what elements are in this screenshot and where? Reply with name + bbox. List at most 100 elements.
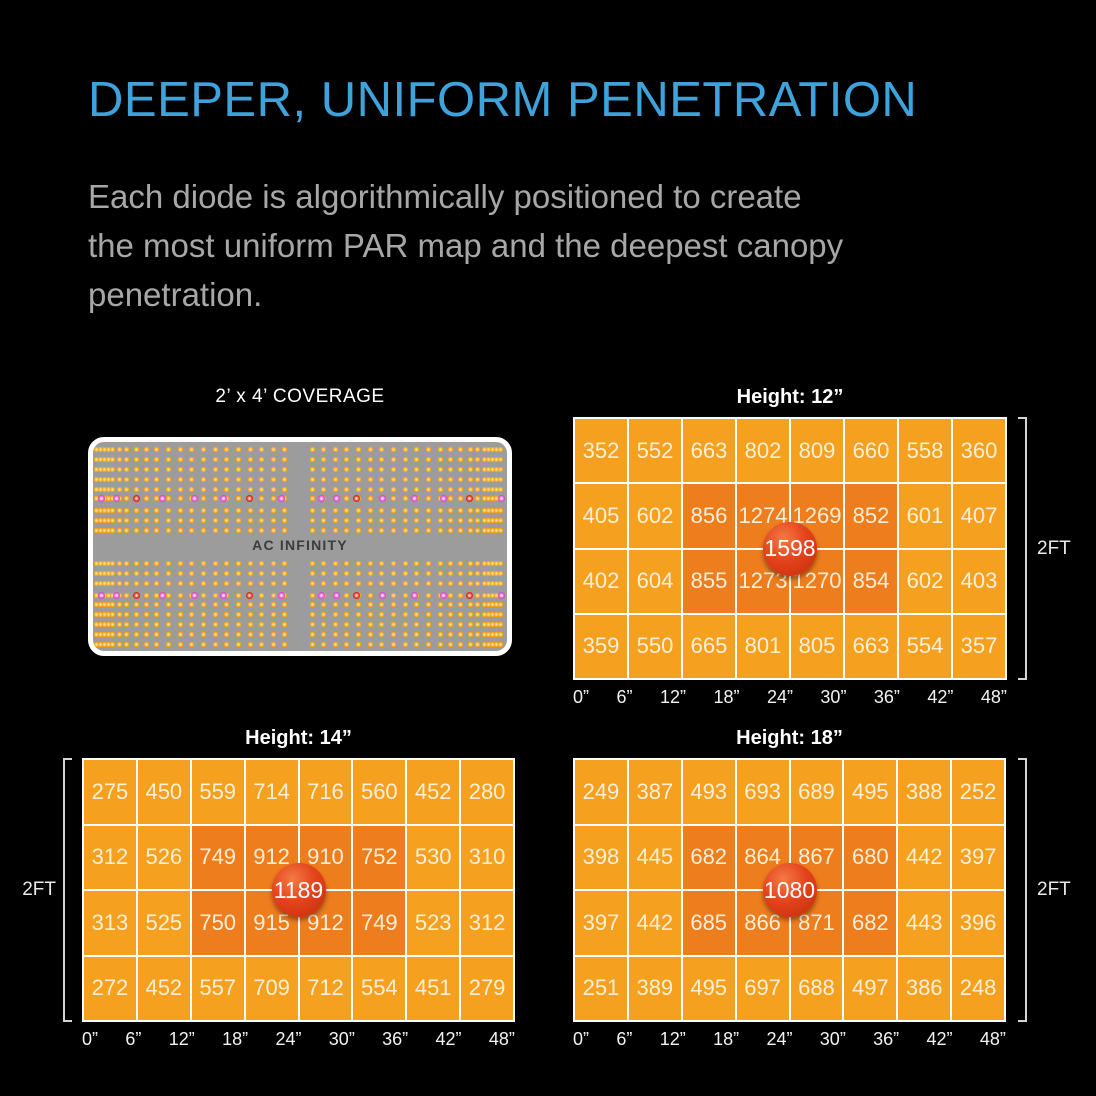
led-diode	[413, 560, 419, 566]
par-cell: 248	[952, 956, 1004, 1020]
led-diode	[402, 641, 408, 647]
led-diode	[223, 466, 229, 472]
par-cell: 442	[628, 891, 681, 955]
led-diode	[457, 466, 463, 472]
led-diode	[481, 486, 487, 492]
led-diode	[258, 495, 264, 501]
led-diode	[332, 456, 338, 462]
x-tick-label: 30”	[820, 687, 847, 707]
led-diode	[481, 592, 487, 598]
par-cell: 712	[299, 956, 352, 1020]
led-diode	[425, 486, 431, 492]
led-diode	[153, 456, 159, 462]
led-diode	[481, 495, 487, 501]
par-map-height-12: Height: 12” 352 552 663 802 809 660 558 360 405 6…	[573, 386, 1071, 707]
led-diode	[101, 527, 107, 533]
led-diode	[493, 631, 499, 637]
led-diode	[177, 495, 183, 501]
led-diode	[355, 631, 361, 637]
led-diode	[413, 611, 419, 617]
led-diode	[485, 560, 491, 566]
led-diode	[153, 517, 159, 523]
led-diode	[223, 641, 229, 647]
led-diode	[489, 456, 495, 462]
led-diode	[258, 507, 264, 513]
par-cell: 403	[953, 549, 1005, 613]
led-diode	[212, 580, 218, 586]
led-diode	[177, 507, 183, 513]
led-diode	[493, 611, 499, 617]
led-diode	[270, 580, 276, 586]
led-diode	[105, 621, 111, 627]
led-diode	[485, 486, 491, 492]
x-tick-label: 12”	[168, 1029, 195, 1049]
led-diode	[247, 621, 253, 627]
led-diode	[437, 446, 443, 452]
led-diode	[177, 560, 183, 566]
led-diode	[123, 621, 129, 627]
led-diode	[247, 580, 253, 586]
accent-diode-pink	[439, 494, 447, 502]
led-diode	[223, 621, 229, 627]
led-diode	[153, 621, 159, 627]
led-diode	[425, 517, 431, 523]
led-diode	[447, 621, 453, 627]
led-diode	[320, 446, 326, 452]
board-brand-label: AC INFINITY	[252, 537, 348, 553]
led-diode	[447, 476, 453, 482]
x-axis: 0” 6” 12” 18” 24” 30” 36” 42” 48”	[82, 1029, 515, 1051]
x-axis: 0” 6” 12” 18” 24” 30” 36” 42” 48”	[573, 1029, 1006, 1051]
led-diode	[425, 592, 431, 598]
led-diode	[97, 456, 103, 462]
accent-diode-red	[465, 591, 473, 599]
led-diode	[281, 560, 287, 566]
led-diode	[467, 560, 473, 566]
led-diode	[378, 621, 384, 627]
par-cell: 682	[682, 825, 735, 889]
par-map-height-18: Height: 18” 249 387 493 693 689 495 388 252 398 4…	[573, 727, 1071, 1049]
led-diode	[133, 631, 139, 637]
led-diode	[116, 580, 122, 586]
led-diode	[457, 507, 463, 513]
x-tick-label: 42”	[926, 1029, 953, 1049]
led-diode	[425, 580, 431, 586]
led-diode	[332, 486, 338, 492]
led-diode	[447, 641, 453, 647]
led-diode	[270, 456, 276, 462]
led-diode	[109, 527, 115, 533]
par-cell: 1270	[791, 549, 843, 613]
page-description: Each diode is algorithmically positioned…	[88, 172, 843, 319]
led-diode	[309, 466, 315, 472]
par-cell: 856	[683, 484, 735, 548]
led-diode	[467, 601, 473, 607]
led-diode	[467, 446, 473, 452]
led-diode	[235, 601, 241, 607]
led-diode	[320, 456, 326, 462]
led-diode	[109, 570, 115, 576]
led-diode	[177, 611, 183, 617]
led-diode	[281, 517, 287, 523]
led-diode	[497, 517, 503, 523]
led-diode	[332, 631, 338, 637]
led-diode	[97, 570, 103, 576]
led-diode	[223, 601, 229, 607]
led-diode	[413, 641, 419, 647]
led-diode	[485, 592, 491, 598]
led-diode	[177, 446, 183, 452]
led-diode	[489, 507, 495, 513]
led-diode	[437, 486, 443, 492]
led-diode	[212, 570, 218, 576]
led-diode	[474, 631, 480, 637]
led-diode	[281, 446, 287, 452]
led-diode	[332, 446, 338, 452]
led-diode	[467, 476, 473, 482]
led-diode	[93, 527, 99, 533]
led-diode	[281, 456, 287, 462]
led-diode	[200, 621, 206, 627]
led-diode	[270, 611, 276, 617]
led-diode	[467, 486, 473, 492]
led-diode	[481, 570, 487, 576]
led-diode	[474, 570, 480, 576]
par-cell: 557	[191, 956, 244, 1020]
led-diode	[93, 495, 99, 501]
